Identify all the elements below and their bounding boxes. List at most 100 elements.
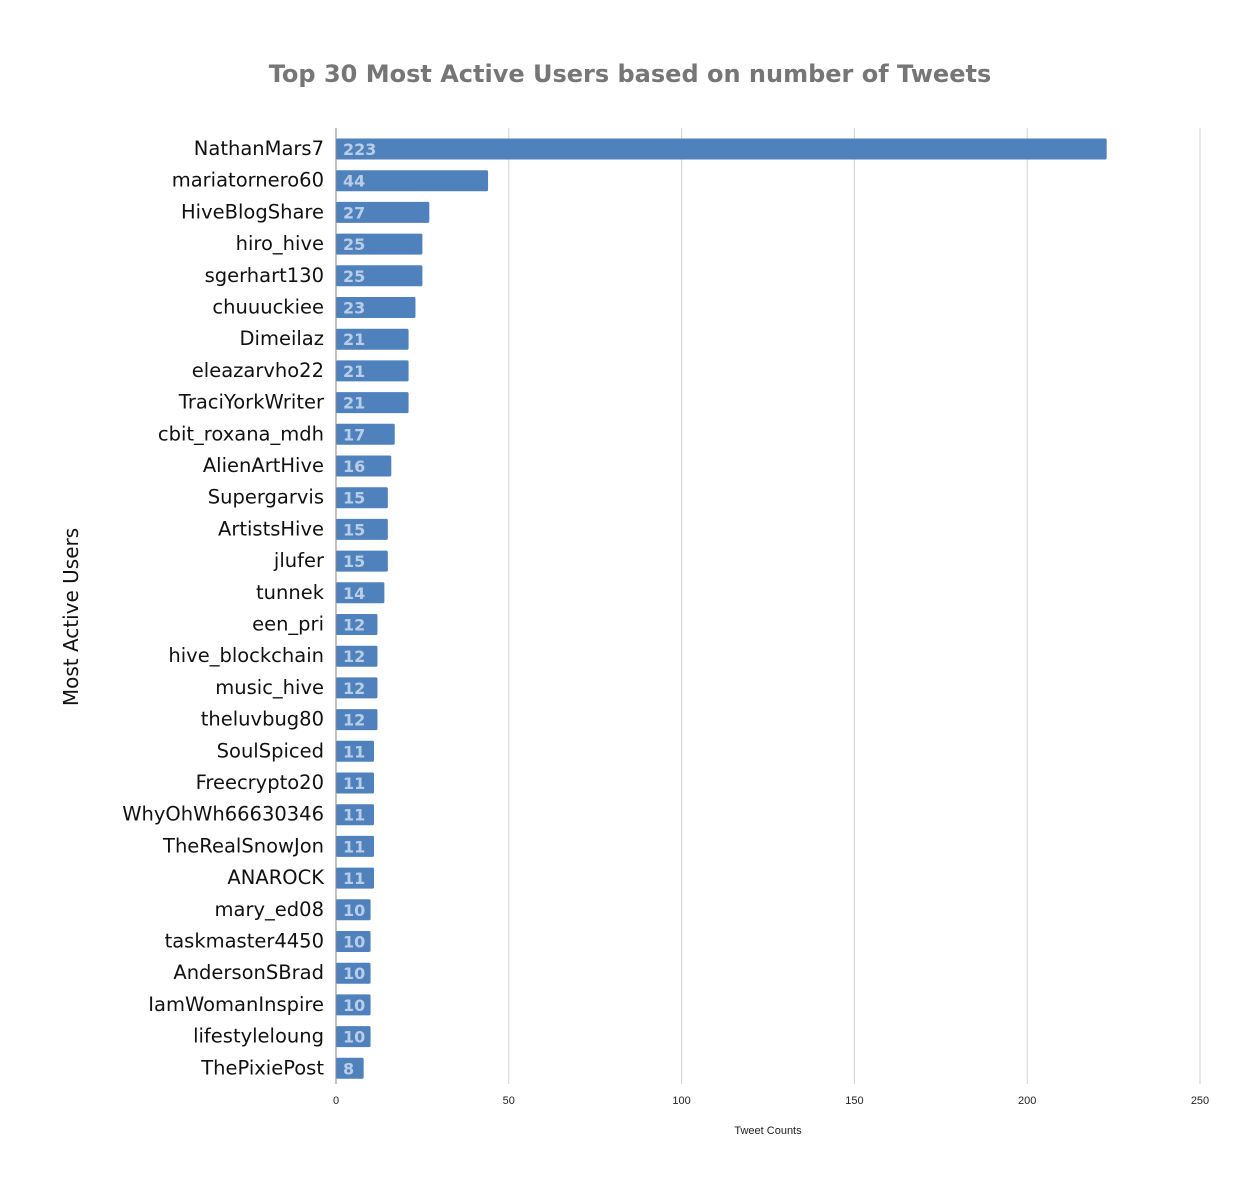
bar-value-label: 23 bbox=[343, 299, 365, 318]
bar bbox=[336, 994, 371, 1016]
category-labels: NathanMars7 mariatornero60 HiveBlogShare hi… bbox=[122, 137, 325, 1079]
bar bbox=[336, 265, 423, 287]
x-tick-label: 200 bbox=[1018, 1095, 1036, 1107]
bar-value-label: 15 bbox=[343, 552, 365, 571]
bar-value-label: 12 bbox=[343, 679, 365, 698]
bar bbox=[336, 138, 1107, 160]
category-label: jlufer bbox=[273, 549, 325, 572]
category-label: mariatornero60 bbox=[172, 169, 324, 192]
bar bbox=[336, 328, 409, 350]
gridlines bbox=[508, 128, 1201, 1084]
bar-value-label: 17 bbox=[343, 425, 365, 444]
bar bbox=[336, 1057, 364, 1079]
bars: 223 44 27 25 25 23 21 21 21 17 16 15 15 15 14 12 12 12 12 1… bbox=[336, 138, 1107, 1079]
x-tick-label: 100 bbox=[672, 1095, 690, 1107]
category-label: IamWomanInspire bbox=[148, 993, 324, 1016]
bar bbox=[336, 297, 416, 318]
bar bbox=[336, 804, 375, 826]
category-label: lifestyleloung bbox=[193, 1025, 324, 1048]
bar-value-label: 44 bbox=[343, 172, 365, 191]
category-label: TraciYorkWriter bbox=[178, 391, 325, 414]
bar-value-label: 10 bbox=[343, 901, 365, 920]
bar bbox=[336, 772, 375, 794]
bar bbox=[336, 1026, 371, 1048]
chart-title: Top 30 Most Active Users based on number… bbox=[269, 60, 991, 88]
x-tick-label: 50 bbox=[503, 1095, 515, 1107]
x-tick-labels: 0 50 100 150 200 250 bbox=[333, 1095, 1209, 1107]
category-label: Supergarvis bbox=[208, 486, 324, 509]
bar bbox=[336, 360, 409, 382]
bar bbox=[336, 550, 388, 572]
category-label: HiveBlogShare bbox=[181, 200, 324, 223]
bar-value-label: 12 bbox=[343, 647, 365, 666]
category-label: ThePixiePost bbox=[200, 1056, 324, 1079]
bar bbox=[336, 740, 375, 762]
category-label: taskmaster4450 bbox=[165, 930, 324, 953]
bar-value-label: 11 bbox=[343, 869, 365, 888]
category-label: sgerhart130 bbox=[205, 264, 324, 287]
bar bbox=[336, 677, 378, 699]
bar-value-label: 16 bbox=[343, 457, 365, 476]
category-label: chuuuckiee bbox=[212, 296, 324, 319]
bar bbox=[336, 614, 378, 635]
bar-value-label: 11 bbox=[343, 774, 365, 793]
x-tick-label: 250 bbox=[1191, 1095, 1209, 1107]
bar-value-label: 10 bbox=[343, 933, 365, 952]
x-axis-label: Tweet Counts bbox=[734, 1125, 802, 1137]
bar bbox=[336, 423, 395, 445]
category-label: eleazarvho22 bbox=[192, 359, 324, 382]
bar-value-label: 223 bbox=[343, 140, 376, 159]
bar bbox=[336, 455, 392, 477]
bar bbox=[336, 392, 409, 414]
category-label: tunnek bbox=[256, 581, 325, 604]
bar-value-label: 12 bbox=[343, 616, 365, 635]
category-label: ANAROCK bbox=[227, 866, 325, 889]
category-label: TheRealSnowJon bbox=[162, 834, 324, 857]
bar-value-label: 11 bbox=[343, 806, 365, 825]
bar bbox=[336, 201, 430, 223]
bar-value-label: 21 bbox=[343, 362, 365, 381]
bar bbox=[336, 962, 371, 984]
bar-value-label: 11 bbox=[343, 837, 365, 856]
category-label: AndersonSBrad bbox=[173, 961, 324, 984]
bar bbox=[336, 709, 378, 731]
bar-value-label: 10 bbox=[343, 996, 365, 1015]
category-label: AlienArtHive bbox=[203, 454, 324, 477]
bar-value-label: 10 bbox=[343, 1028, 365, 1047]
y-axis-label: Most Active Users bbox=[59, 528, 83, 706]
bar bbox=[336, 931, 371, 952]
category-label: WhyOhWh66630346 bbox=[122, 803, 324, 826]
category-label: hiro_hive bbox=[236, 232, 324, 255]
bar-value-label: 21 bbox=[343, 330, 365, 349]
bar bbox=[336, 899, 371, 921]
category-label: NathanMars7 bbox=[194, 137, 324, 160]
bar bbox=[336, 645, 378, 667]
bar bbox=[336, 582, 385, 604]
x-tick-label: 0 bbox=[333, 1095, 339, 1107]
bar-value-label: 14 bbox=[343, 584, 365, 603]
category-label: theluvbug80 bbox=[201, 708, 324, 731]
bar-value-label: 12 bbox=[343, 711, 365, 730]
bar bbox=[336, 233, 423, 255]
bar bbox=[336, 867, 375, 889]
category-label: SoulSpiced bbox=[217, 739, 324, 762]
bar-value-label: 15 bbox=[343, 520, 365, 539]
category-label: een_pri bbox=[252, 613, 324, 636]
bar bbox=[336, 487, 388, 509]
category-label: cbit_roxana_mdh bbox=[158, 422, 324, 445]
bar bbox=[336, 835, 375, 857]
bar-value-label: 11 bbox=[343, 742, 365, 761]
bar-value-label: 10 bbox=[343, 964, 365, 983]
bar-value-label: 21 bbox=[343, 394, 365, 413]
category-label: hive_blockchain bbox=[168, 644, 324, 667]
category-label: mary_ed08 bbox=[215, 898, 324, 921]
bar bbox=[336, 170, 489, 192]
category-label: music_hive bbox=[215, 676, 324, 699]
bar-value-label: 15 bbox=[343, 489, 365, 508]
category-label: ArtistsHive bbox=[218, 517, 324, 540]
category-label: Dimeilaz bbox=[240, 327, 324, 350]
bar bbox=[336, 518, 388, 540]
bar-value-label: 8 bbox=[343, 1059, 354, 1078]
x-tick-label: 150 bbox=[845, 1095, 863, 1107]
